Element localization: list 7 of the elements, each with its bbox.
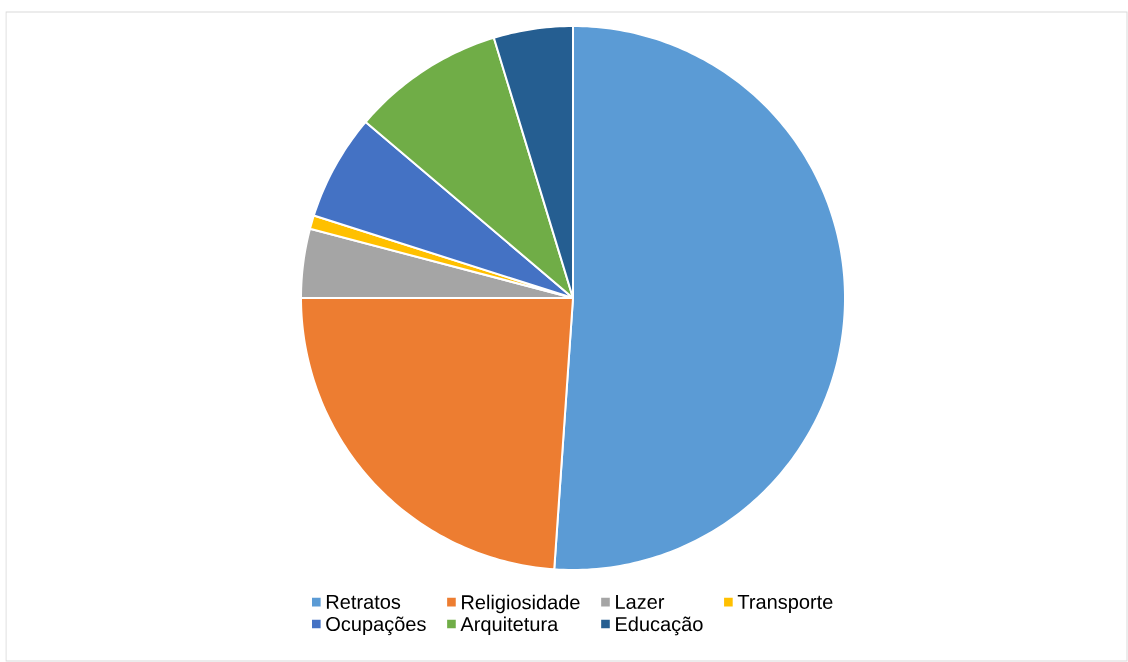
legend-label: Transporte xyxy=(737,595,833,613)
legend-label: Religiosidade xyxy=(462,594,580,614)
legend-label: Educação xyxy=(616,616,703,636)
legend-label: Lazer xyxy=(616,595,665,609)
legend-label: Arquitetura xyxy=(460,616,559,636)
legend-label: Retratos xyxy=(326,595,401,609)
legend-label: Ocupações xyxy=(326,616,426,636)
